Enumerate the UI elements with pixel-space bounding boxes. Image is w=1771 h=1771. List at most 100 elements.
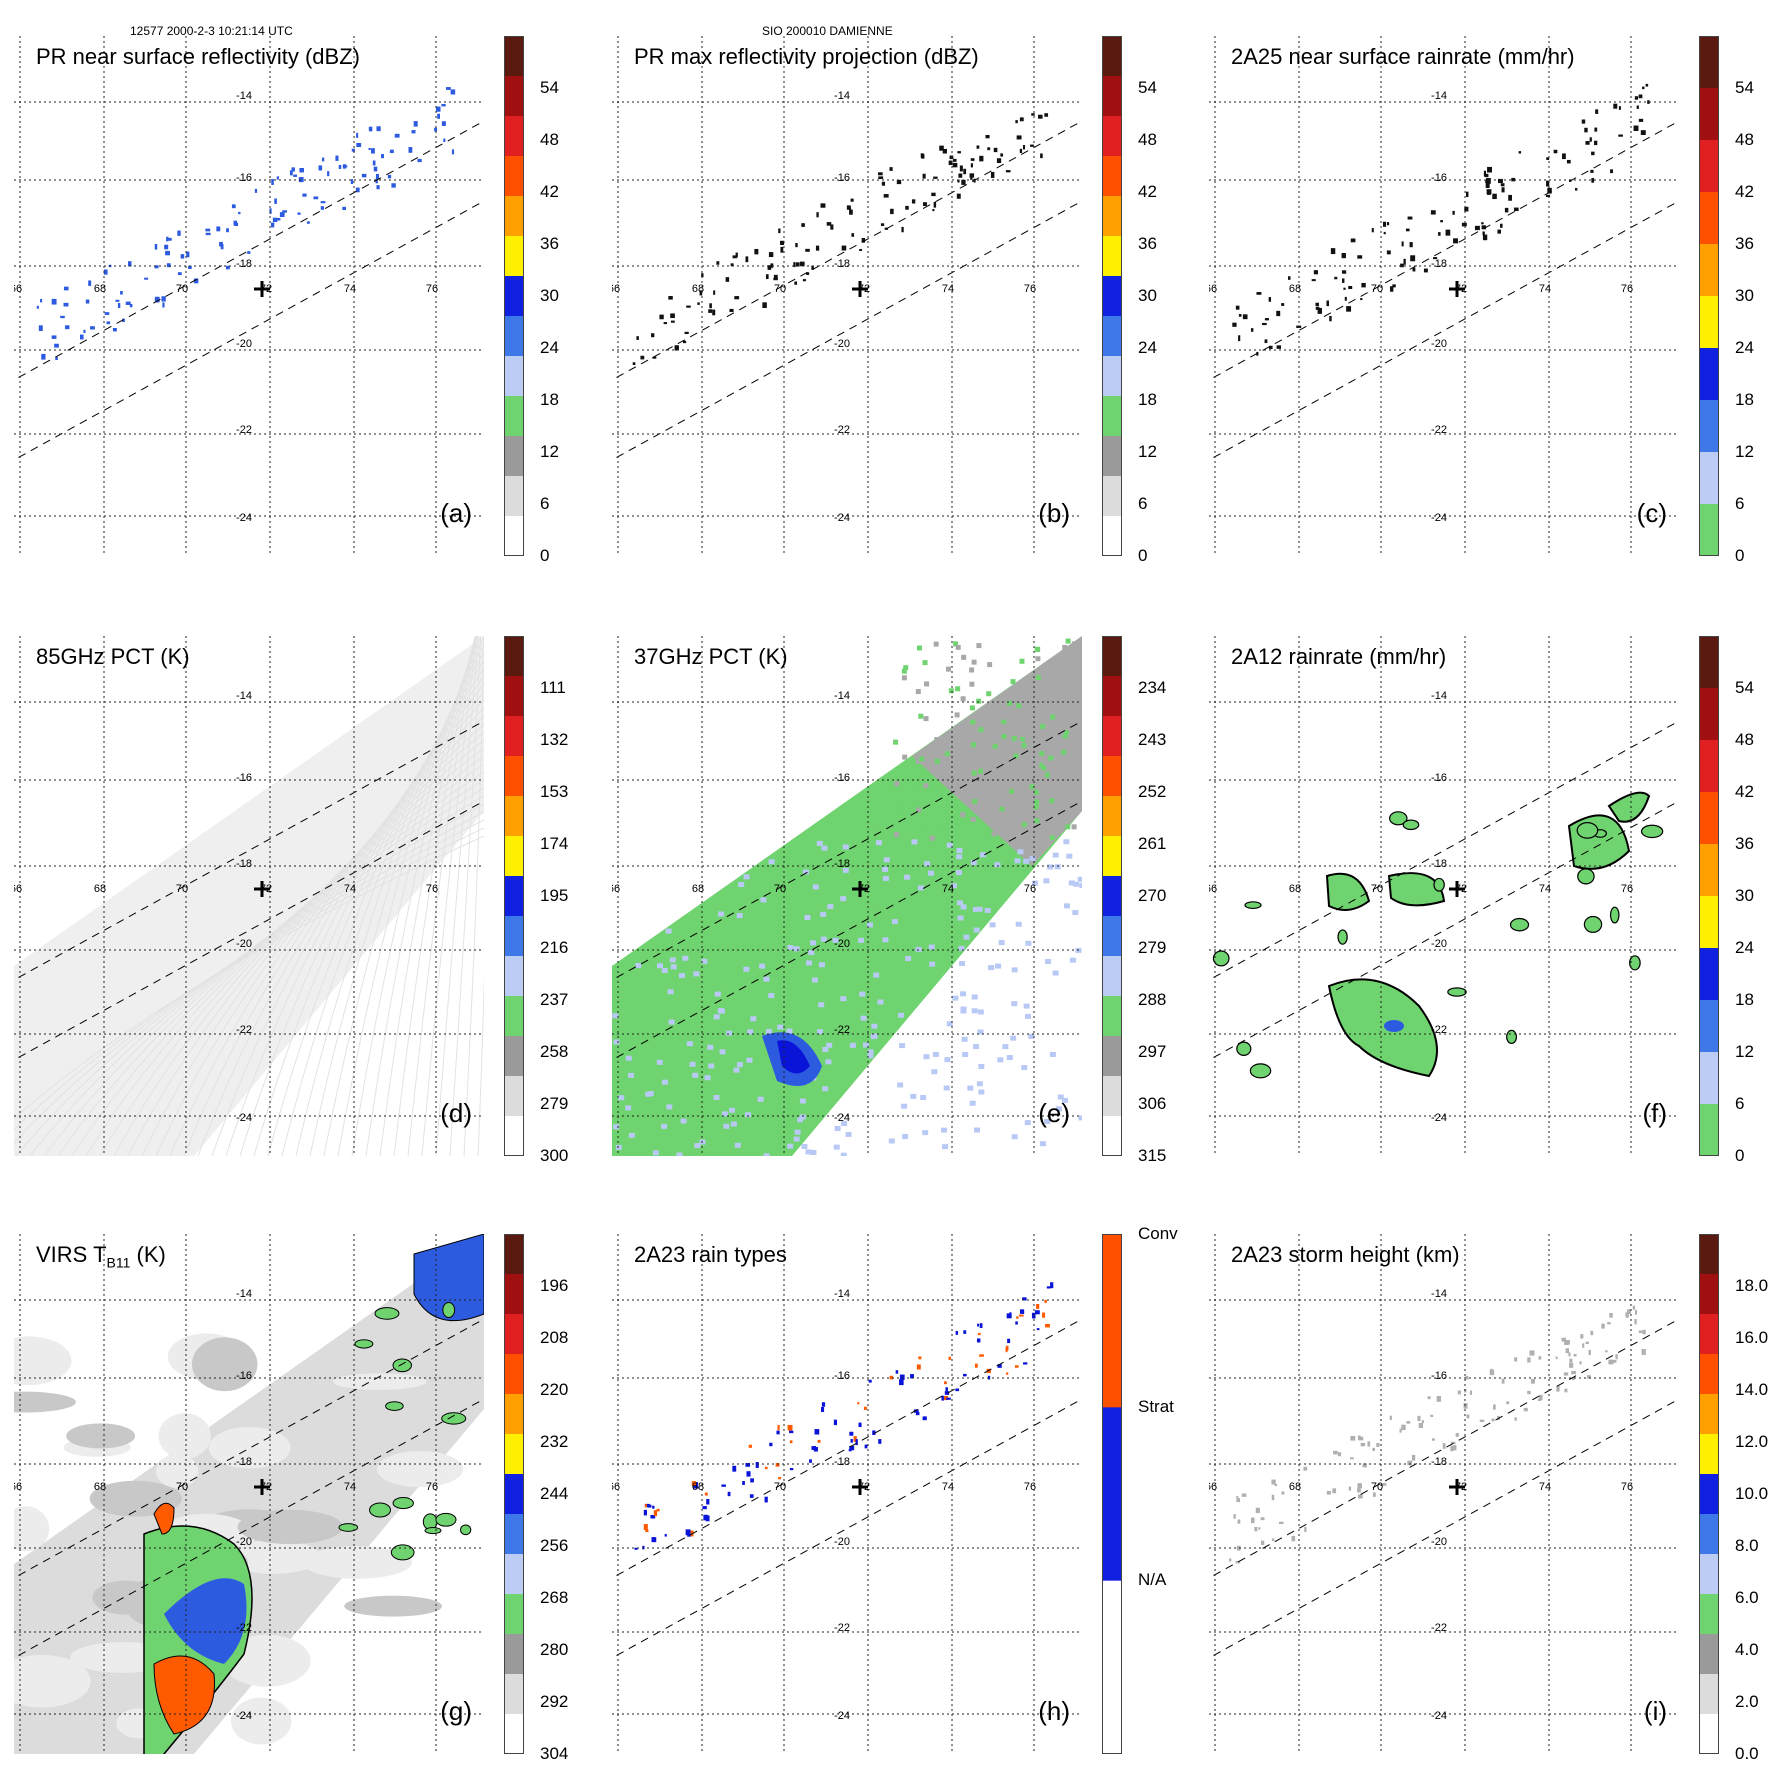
colorbar <box>1102 36 1122 556</box>
lat-label: -16 <box>834 1370 850 1382</box>
colorbar-tick-label: 2.0 <box>1735 1692 1759 1711</box>
lat-label: -16 <box>236 1370 252 1382</box>
panel-title: PR max reflectivity projection (dBZ) <box>634 44 979 69</box>
colorbar-segment <box>1699 1104 1719 1156</box>
lat-label: -24 <box>236 1710 252 1722</box>
panel-title: 2A23 rain types <box>634 1242 787 1267</box>
lon-label: 66 <box>612 883 621 895</box>
lon-label: 72 <box>1454 1481 1468 1493</box>
colorbar-segment <box>1699 348 1719 401</box>
lat-label: -16 <box>1431 172 1447 184</box>
lon-label: 72 <box>1454 283 1468 295</box>
lat-label: -14 <box>236 1288 252 1300</box>
colorbar-segment <box>504 516 524 556</box>
colorbar-tick-label: 12.0 <box>1735 1432 1769 1451</box>
colorbar-tick-label: Conv <box>1138 1224 1178 1243</box>
panel-title: 85GHz PCT (K) <box>36 644 190 669</box>
colorbar-segment <box>1102 1116 1122 1156</box>
panel-label: (b) <box>1038 498 1070 528</box>
lat-label: -20 <box>834 1536 850 1548</box>
lat-label: -24 <box>1431 1112 1447 1124</box>
colorbar-segment <box>504 476 524 517</box>
colorbar-tick-label: 297 <box>1138 1042 1167 1061</box>
lat-label: -20 <box>236 1536 252 1548</box>
colorbar-segment <box>504 1116 524 1156</box>
colorbar <box>504 636 524 1156</box>
colorbar-tick-label: 24 <box>1735 338 1754 357</box>
colorbar-tick-label: 208 <box>540 1328 569 1347</box>
colorbar-segment <box>1699 896 1719 949</box>
lon-label: 68 <box>1288 283 1302 295</box>
lon-label: 74 <box>1538 1481 1552 1493</box>
lat-label: -14 <box>834 90 850 102</box>
lon-label: 76 <box>1023 283 1037 295</box>
colorbar-tick-label: 36 <box>540 234 559 253</box>
lat-label: -16 <box>834 172 850 184</box>
lon-label: 68 <box>691 883 705 895</box>
colorbar-tick-label: 0 <box>1735 1146 1745 1165</box>
lon-label: 70 <box>175 1481 189 1493</box>
map-canvas <box>1209 1234 1679 1754</box>
colorbar-segment <box>1102 676 1122 717</box>
lat-label: -22 <box>236 1622 252 1634</box>
colorbar-tick-label: 54 <box>1138 78 1157 97</box>
lat-label: -14 <box>236 90 252 102</box>
colorbar-tick-label: 174 <box>540 834 569 853</box>
colorbar-tick-label: 315 <box>1138 1146 1167 1165</box>
colorbar-segment <box>1699 1474 1719 1515</box>
colorbar-segment <box>504 1514 524 1555</box>
colorbar-tick-label: 261 <box>1138 834 1167 853</box>
storm-center-marker <box>1449 881 1465 897</box>
lon-label: 70 <box>773 883 787 895</box>
storm-center-marker <box>1449 281 1465 297</box>
panel-c: 66 68 70 72 74 76 -14 -16 -18 -20 -22 -24 (c) 2A25 ne… <box>1209 36 1754 565</box>
map-canvas <box>14 1234 484 1754</box>
lon-label: 72 <box>857 283 871 295</box>
colorbar-segment <box>1102 196 1122 237</box>
colorbar-tick-label: 195 <box>540 886 569 905</box>
map-area: 66 68 70 72 74 76 -14 -16 -18 -20 -22 -24 (c) <box>1209 36 1679 556</box>
colorbar-segment <box>1102 956 1122 997</box>
lat-label: -24 <box>834 512 850 524</box>
lat-label: -20 <box>834 338 850 350</box>
lon-label: 76 <box>425 283 439 295</box>
header-orbit-time: 12577 2000-2-3 10:21:14 UTC <box>130 24 293 38</box>
panel-label: (d) <box>440 1098 472 1128</box>
colorbar-segment <box>504 1354 524 1395</box>
colorbar-segment <box>504 36 524 77</box>
colorbar-tick-label: 243 <box>1138 730 1167 749</box>
colorbar-segment <box>1102 876 1122 917</box>
panel-d: 66 68 70 72 74 76 -14 -16 -18 -20 -22 -24 (d) 85GHz P… <box>14 636 568 1165</box>
colorbar-segment <box>504 1674 524 1715</box>
lon-label: 70 <box>1370 283 1384 295</box>
map-area: 66 68 70 72 74 76 -14 -16 -18 -20 -22 -24 (d) <box>14 636 484 1156</box>
lat-label: -22 <box>236 424 252 436</box>
colorbar-segment <box>1699 1000 1719 1053</box>
colorbar-tick-label: 196 <box>540 1276 569 1295</box>
lat-label: -18 <box>834 1456 850 1468</box>
colorbar-tick-label: 18 <box>1138 390 1157 409</box>
storm-center-marker <box>852 881 868 897</box>
colorbar-segment <box>504 1274 524 1315</box>
lat-label: -22 <box>1431 1024 1447 1036</box>
panel-e: 66 68 70 72 74 76 -14 -16 -18 -20 -22 -24 (e) 37GHz P… <box>612 636 1166 1165</box>
colorbar-tick-label: 237 <box>540 990 569 1009</box>
lon-label: 70 <box>175 283 189 295</box>
colorbar-tick-label: 8.0 <box>1735 1536 1759 1555</box>
storm-center-marker <box>254 1479 270 1495</box>
colorbar-tick-label: 24 <box>540 338 559 357</box>
colorbar <box>1102 636 1122 1156</box>
colorbar <box>1699 636 1719 1156</box>
colorbar-segment <box>1102 636 1122 677</box>
lat-label: -16 <box>236 772 252 784</box>
colorbar-tick-label: 279 <box>1138 938 1167 957</box>
map-area: 66 68 70 72 74 76 -14 -16 -18 -20 -22 -24 (b) <box>612 36 1082 556</box>
lat-label: -24 <box>834 1710 850 1722</box>
panel-h: 66 68 70 72 74 76 -14 -16 -18 -20 -22 -24 (h) 2A23 ra… <box>612 1224 1178 1754</box>
lon-label: 68 <box>691 283 705 295</box>
colorbar-segment <box>1102 76 1122 117</box>
lon-label: 74 <box>941 883 955 895</box>
lat-label: -18 <box>1431 258 1447 270</box>
colorbar-segment <box>504 636 524 677</box>
colorbar-tick-label: 54 <box>1735 678 1754 697</box>
